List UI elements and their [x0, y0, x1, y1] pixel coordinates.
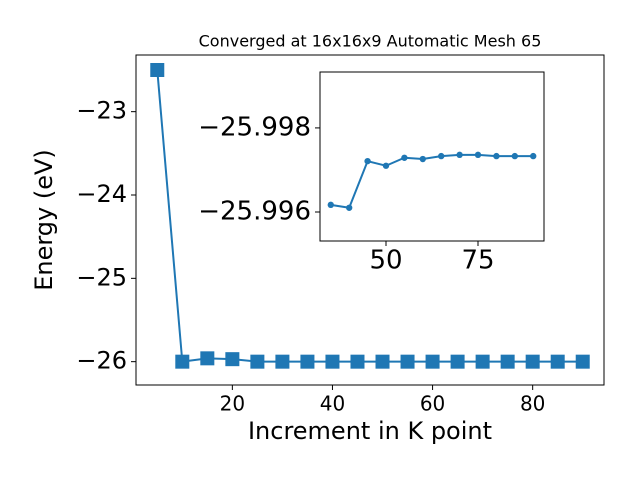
marker	[450, 354, 465, 369]
marker	[438, 152, 445, 160]
marker	[525, 354, 540, 369]
marker	[325, 354, 340, 369]
marker	[550, 354, 565, 369]
y-tick-label: −24	[76, 180, 127, 208]
y-tick-label: −26	[76, 347, 127, 375]
marker	[493, 152, 500, 160]
x-tick-label: 20	[220, 392, 245, 416]
marker	[250, 354, 265, 369]
x-tick-label: 50	[369, 246, 402, 276]
marker	[300, 354, 315, 369]
x-axis-label: Increment in K point	[248, 417, 492, 445]
marker	[456, 151, 463, 159]
y-tick-label: −25.998	[198, 112, 311, 142]
marker	[530, 152, 537, 160]
marker	[511, 152, 518, 160]
marker	[425, 354, 440, 369]
marker	[175, 354, 190, 369]
marker	[400, 354, 415, 369]
marker	[375, 354, 390, 369]
marker	[419, 155, 426, 163]
marker	[500, 354, 515, 369]
y-axis-label: Energy (eV)	[30, 149, 58, 291]
marker	[382, 162, 390, 169]
x-tick-label: 75	[461, 246, 494, 276]
x-tick-label: 80	[520, 392, 545, 416]
y-tick-label: −23	[76, 97, 127, 125]
marker	[346, 204, 353, 211]
marker	[364, 157, 371, 165]
x-tick-label: 40	[320, 392, 345, 416]
x-tick-label: 60	[420, 392, 445, 416]
marker	[401, 154, 408, 161]
y-tick-label: −25	[76, 263, 127, 291]
marker	[150, 63, 165, 77]
y-tick-label: −25.996	[198, 196, 311, 226]
marker	[275, 354, 290, 369]
marker	[475, 354, 490, 369]
marker	[350, 354, 365, 369]
marker	[200, 351, 215, 366]
marker	[225, 352, 240, 367]
marker	[575, 354, 590, 369]
marker	[327, 201, 334, 209]
chart-title: Converged at 16x16x9 Automatic Mesh 65	[199, 32, 542, 51]
marker	[474, 151, 482, 159]
